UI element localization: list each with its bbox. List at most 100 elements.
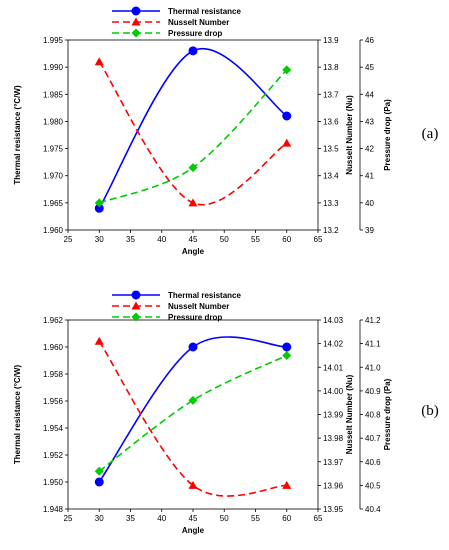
legend-marker-thermal-resistance [131, 6, 141, 16]
data-point-thermal-resistance [282, 111, 292, 121]
data-point-nusselt-number [282, 138, 292, 147]
right1-tick-label: 13.99 [323, 411, 344, 420]
x-tick-label: 35 [126, 235, 135, 244]
x-tick-label: 40 [157, 514, 166, 523]
data-point-nusselt-number [188, 480, 198, 489]
right1-tick-label: 14.00 [323, 387, 344, 396]
left-tick-label: 1.948 [43, 505, 64, 514]
chart-panel-a: 25 30 35 40 45 50 55 60 65 Angle 1.960 1.965 1.970 1.… [13, 6, 439, 256]
series-line-nusselt-number [98, 61, 288, 206]
series-line-pressure-drop [98, 354, 288, 472]
right2-axis-title: Pressure drop (Pa) [383, 99, 392, 171]
legend-label-pressure-drop: Pressure drop [168, 313, 222, 322]
panel-label: (b) [421, 403, 439, 419]
right1-tick-label: 13.3 [323, 199, 339, 208]
x-tick-label: 45 [189, 514, 198, 523]
data-point-pressure-drop [282, 65, 292, 75]
right2-tick-label: 41 [365, 172, 374, 181]
x-tick-label: 65 [314, 235, 323, 244]
x-axis-title: Angle [182, 247, 205, 256]
legend-label-thermal-resistance: Thermal resistance [168, 291, 241, 300]
x-tick-label: 65 [314, 514, 323, 523]
legend-label-thermal-resistance: Thermal resistance [168, 7, 241, 16]
right2-tick-label: 46 [365, 36, 374, 45]
data-point-pressure-drop [188, 395, 198, 405]
left-tick-label: 1.960 [43, 343, 64, 352]
left-tick-label: 1.995 [43, 36, 64, 45]
right2-tick-label: 41.0 [365, 363, 381, 372]
left-tick-label: 1.960 [43, 226, 64, 235]
x-tick-label: 45 [189, 235, 198, 244]
right1-tick-label: 13.95 [323, 505, 344, 514]
right1-tick-label: 13.4 [323, 172, 339, 181]
x-tick-label: 35 [126, 514, 135, 523]
panel-label: (a) [422, 126, 439, 142]
right2-tick-label: 41.1 [365, 340, 381, 349]
series-line-thermal-resistance [98, 47, 288, 209]
right1-tick-label: 13.8 [323, 63, 339, 72]
right1-tick-label: 13.96 [323, 481, 344, 490]
x-tick-label: 60 [282, 235, 291, 244]
right2-tick-label: 42 [365, 145, 374, 154]
right2-tick-label: 40.5 [365, 481, 381, 490]
left-axis-title: Thermal resistance (°C/W) [13, 85, 22, 185]
left-tick-label: 1.958 [43, 370, 64, 379]
legend-label-pressure-drop: Pressure drop [168, 29, 222, 38]
left-tick-label: 1.970 [43, 172, 64, 181]
legend-marker-pressure-drop [131, 28, 141, 38]
legend-label-nusselt-number: Nusselt Number [168, 18, 229, 27]
legend-marker-nusselt-number [131, 17, 141, 26]
data-point-pressure-drop [94, 466, 104, 476]
right1-tick-label: 14.03 [323, 316, 344, 325]
x-tick-label: 55 [251, 514, 260, 523]
x-tick-label: 30 [95, 514, 104, 523]
x-axis-title: Angle [182, 526, 205, 535]
data-point-nusselt-number [94, 57, 104, 66]
left-tick-label: 1.954 [43, 424, 64, 433]
x-tick-label: 60 [282, 514, 291, 523]
series-line-nusselt-number [98, 340, 287, 497]
left-tick-label: 1.985 [43, 90, 64, 99]
right2-tick-label: 40.8 [365, 411, 381, 420]
right1-tick-label: 13.5 [323, 145, 339, 154]
legend-marker-nusselt-number [131, 301, 141, 310]
x-tick-label: 25 [64, 514, 73, 523]
right1-tick-label: 13.9 [323, 36, 339, 45]
data-point-nusselt-number [282, 480, 292, 489]
right1-tick-label: 13.7 [323, 90, 339, 99]
x-tick-label: 50 [220, 514, 229, 523]
right2-axis-title: Pressure drop (Pa) [383, 378, 392, 450]
right2-tick-label: 40.7 [365, 434, 381, 443]
right2-tick-label: 40.9 [365, 387, 381, 396]
series-line-pressure-drop [98, 69, 288, 204]
data-point-thermal-resistance [94, 477, 104, 487]
right2-tick-label: 39 [365, 226, 374, 235]
left-tick-label: 1.975 [43, 145, 64, 154]
chart-panel-b: 25 30 35 40 45 50 55 60 65 Angle 1.948 1.950 1.952 1.… [13, 290, 439, 535]
data-point-nusselt-number [188, 198, 198, 207]
left-tick-label: 1.990 [43, 63, 64, 72]
data-point-pressure-drop [94, 198, 104, 208]
right2-tick-label: 43 [365, 117, 374, 126]
right2-tick-label: 40.6 [365, 458, 381, 467]
right2-tick-label: 40 [365, 199, 374, 208]
right1-tick-label: 14.02 [323, 340, 344, 349]
left-tick-label: 1.965 [43, 199, 64, 208]
data-point-nusselt-number [94, 336, 104, 345]
right1-tick-label: 13.98 [323, 434, 344, 443]
right2-tick-label: 40.4 [365, 505, 381, 514]
x-tick-label: 50 [220, 235, 229, 244]
left-tick-label: 1.956 [43, 397, 64, 406]
data-point-pressure-drop [282, 350, 292, 360]
right2-tick-label: 45 [365, 63, 374, 72]
right1-tick-label: 13.2 [323, 226, 339, 235]
legend-label-nusselt-number: Nusselt Number [168, 302, 229, 311]
legend-marker-thermal-resistance [131, 290, 141, 300]
data-point-pressure-drop [188, 163, 198, 173]
legend-marker-pressure-drop [131, 312, 141, 322]
right1-tick-label: 14.01 [323, 363, 344, 372]
x-tick-label: 30 [95, 235, 104, 244]
right1-axis-title: Nusselt Number (Nu) [345, 374, 354, 454]
right1-axis-title: Nusselt Number (Nu) [345, 95, 354, 175]
